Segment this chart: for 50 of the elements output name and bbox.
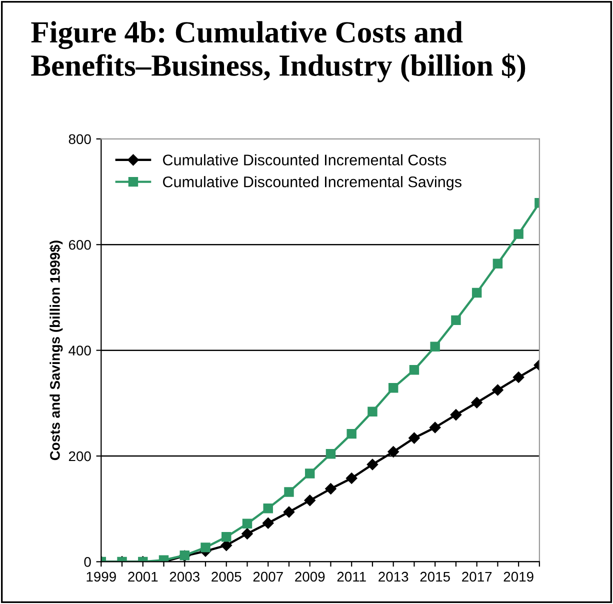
x-tick-label: 2017	[462, 572, 492, 582]
x-tick-label: 2013	[378, 572, 408, 582]
point	[242, 528, 253, 540]
point	[304, 468, 315, 478]
point	[284, 487, 294, 497]
point	[429, 422, 441, 434]
x-tick-label: 2015	[420, 572, 450, 582]
x-tick-label: 2007	[253, 572, 283, 582]
legend-label: Cumulative Discounted Incremental Savings	[163, 176, 462, 190]
point	[368, 406, 378, 416]
point	[408, 432, 420, 444]
x-tick-label: 2011	[337, 572, 366, 582]
x-tick-label: 2019	[504, 572, 534, 582]
y-tick-label: 200	[68, 451, 91, 462]
point	[388, 382, 398, 393]
point	[326, 449, 336, 459]
point	[304, 494, 316, 506]
point	[200, 542, 210, 552]
x-tick-label: 1999	[86, 572, 116, 582]
legend-label: Cumulative Discounted Incremental Costs	[163, 154, 446, 166]
point	[492, 384, 504, 396]
x-tick-label: 2003	[170, 572, 200, 582]
y-tick-label: 400	[68, 346, 91, 356]
point	[430, 342, 440, 352]
point	[471, 397, 482, 408]
point	[492, 258, 503, 269]
point	[325, 483, 336, 494]
point	[283, 506, 295, 518]
x-tick-label: 2001	[128, 572, 158, 582]
point	[222, 532, 232, 542]
point	[263, 503, 273, 514]
point	[512, 372, 524, 383]
point	[366, 458, 378, 470]
point	[451, 315, 461, 326]
y-tick-label: 600	[68, 240, 91, 250]
point	[388, 446, 399, 458]
point	[242, 518, 252, 529]
x-tick-label: 2005	[212, 572, 242, 582]
y-tick-label: 0	[84, 557, 91, 567]
point	[262, 518, 274, 529]
y-axis-title: Costs and Savings (billion 1999$)	[49, 240, 63, 460]
point	[450, 409, 462, 420]
x-tick-label: 2009	[295, 572, 325, 582]
point	[346, 428, 356, 439]
point	[409, 365, 420, 375]
point	[346, 472, 358, 484]
point	[472, 288, 482, 298]
y-tick-label: 800	[68, 134, 91, 144]
chart-title: Figure 4b: Cumulative Costs and Benefits–Business, Industry (billion $)	[31, 21, 526, 82]
point	[514, 229, 524, 239]
